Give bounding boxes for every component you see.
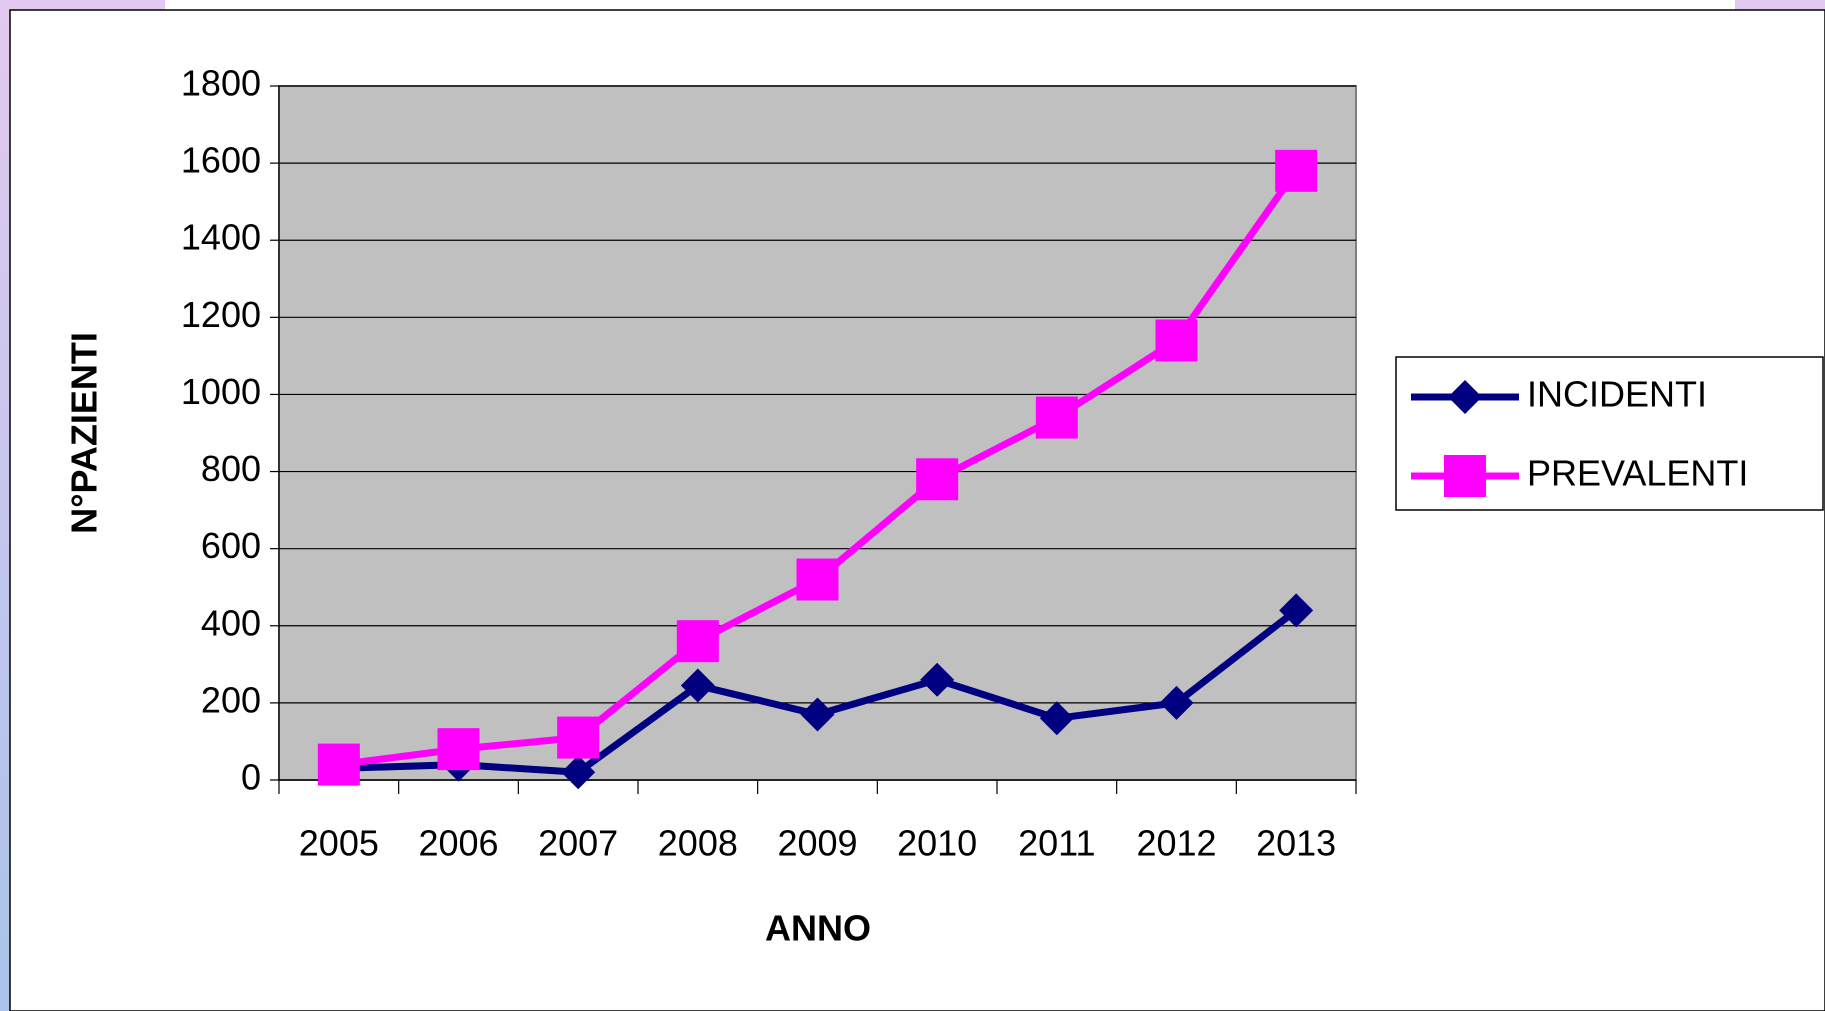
x-tick-label: 2006 [418,823,498,864]
x-tick-label: 2012 [1136,823,1216,864]
y-tick-label: 1000 [181,371,261,412]
x-tick-label: 2009 [777,823,857,864]
legend-label: INCIDENTI [1527,374,1707,415]
marker [1155,319,1198,362]
marker [1039,701,1074,736]
marker [1159,685,1194,720]
plot-area [278,85,1357,781]
x-tick-label: 2008 [658,823,738,864]
slide-edge [0,0,165,10]
x-tick-label: 2007 [538,823,618,864]
marker [557,716,600,759]
y-axis-label: N°PAZIENTI [64,332,105,534]
marker [437,728,480,771]
marker [1275,149,1318,192]
marker [800,697,835,732]
marker [916,458,959,501]
marker [1279,593,1314,628]
slide-edge [0,0,10,1011]
y-tick-label: 800 [201,448,261,489]
y-tick-label: 1200 [181,294,261,335]
legend-marker [1444,455,1486,497]
x-tick-label: 2011 [1018,823,1095,864]
x-axis-label: ANNO [765,908,871,949]
y-tick-label: 1400 [181,217,261,258]
x-tick-label: 2010 [897,823,977,864]
y-tick-label: 1800 [181,63,261,104]
slide-edge [1735,0,1825,10]
marker [1035,396,1078,439]
marker [317,743,360,786]
marker [920,662,955,697]
marker [796,558,839,601]
y-tick-label: 400 [201,602,261,643]
y-tick-label: 1600 [181,140,261,181]
x-tick-label: 2013 [1256,823,1336,864]
x-tick-label: 2005 [299,823,379,864]
legend-label: PREVALENTI [1527,453,1748,494]
legend-marker [1448,380,1482,414]
marker [561,755,596,790]
y-tick-label: 200 [201,679,261,720]
marker [676,620,719,663]
y-tick-label: 0 [241,757,261,798]
y-tick-label: 600 [201,525,261,566]
marker [680,668,715,703]
